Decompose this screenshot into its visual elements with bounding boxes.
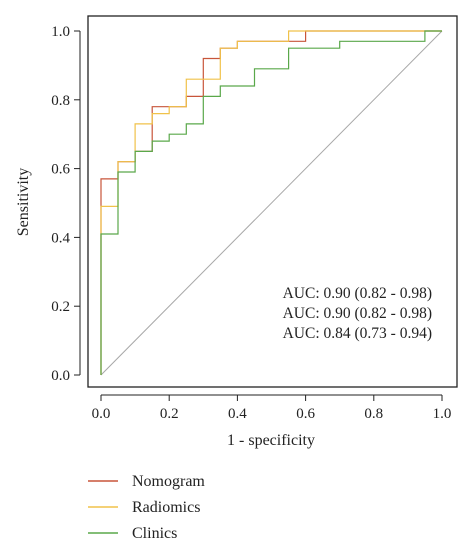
legend-label: Nomogram <box>132 473 205 490</box>
x-tick-label: 0.8 <box>364 406 383 422</box>
x-tick-label: 0.0 <box>92 406 111 422</box>
y-tick-label: 0.8 <box>51 93 70 109</box>
auc-annotation: AUC: 0.90 (0.82 - 0.98) <box>283 285 432 302</box>
legend-label: Clinics <box>132 525 177 542</box>
series-layer <box>100 30 442 375</box>
y-tick-label: 0.2 <box>51 299 70 315</box>
auc-annotation: AUC: 0.90 (0.82 - 0.98) <box>283 305 432 322</box>
y-axis: 0.0 0.2 0.4 0.6 0.8 1.0 <box>51 24 81 384</box>
x-tick-label: 1.0 <box>433 406 452 422</box>
x-tick-label: 0.6 <box>296 406 315 422</box>
auc-annotation: AUC: 0.84 (0.73 - 0.94) <box>283 325 432 342</box>
x-tick-label: 0.2 <box>160 406 179 422</box>
y-tick-label: 0.6 <box>51 162 70 178</box>
x-tick-label: 0.4 <box>228 406 247 422</box>
plot-frame <box>87 15 458 388</box>
auc-annotations: AUC: 0.90 (0.82 - 0.98) AUC: 0.90 (0.82 -… <box>283 285 432 342</box>
x-axis-label: 1 - specificity <box>227 432 315 449</box>
series-line-clinics <box>100 30 442 375</box>
reference-diagonal <box>100 30 443 376</box>
x-axis: 0.0 0.2 0.4 0.6 0.8 1.0 <box>92 394 452 422</box>
series-line-radiomics <box>100 30 442 375</box>
y-tick-label: 0.0 <box>51 368 70 384</box>
y-tick-label: 1.0 <box>51 24 70 40</box>
legend-label: Radiomics <box>132 499 200 516</box>
legend: Nomogram Radiomics Clinics <box>88 473 205 542</box>
y-tick-label: 0.4 <box>51 230 70 246</box>
y-axis-label: Sensitivity <box>15 168 32 236</box>
